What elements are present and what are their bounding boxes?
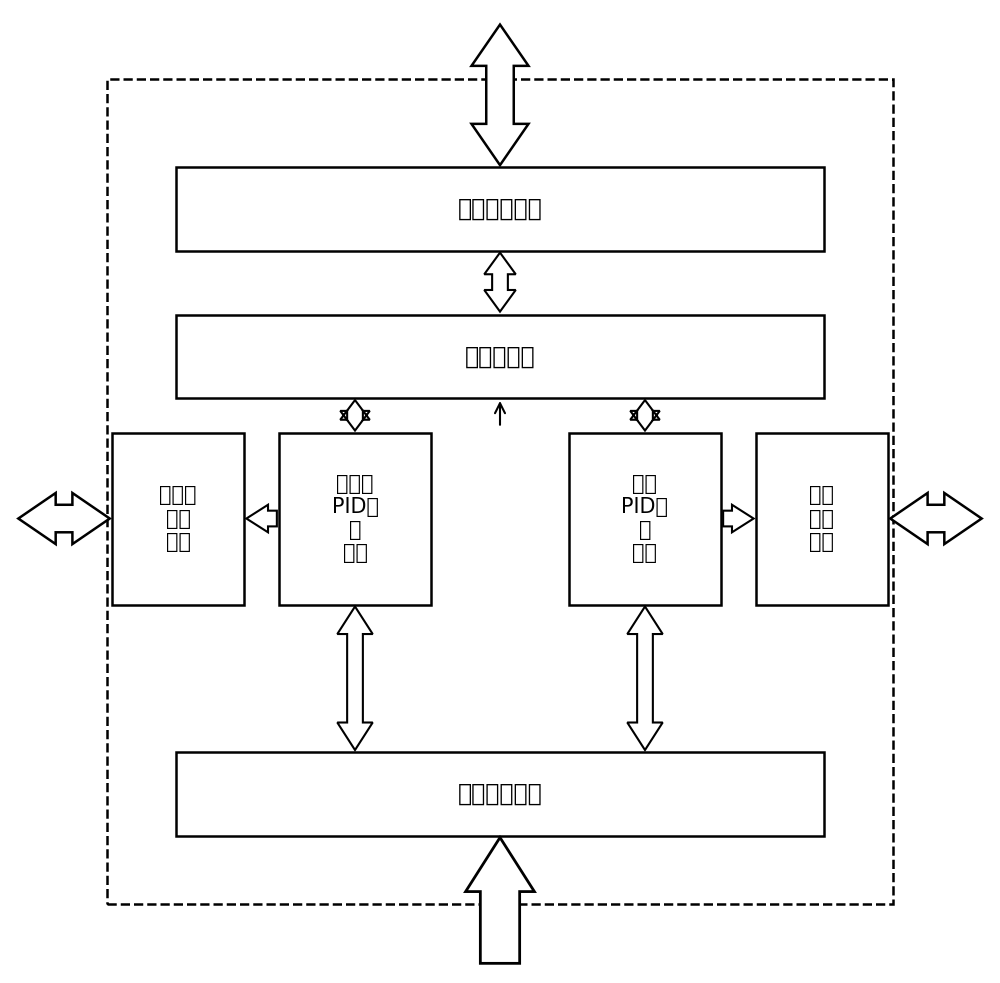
Text: 打印头
加热
模块: 打印头 加热 模块 xyxy=(159,486,197,551)
Bar xyxy=(279,433,431,605)
Bar xyxy=(176,752,824,836)
Polygon shape xyxy=(890,492,982,545)
Text: 寄存器文件: 寄存器文件 xyxy=(465,344,535,369)
Polygon shape xyxy=(246,505,277,533)
Text: 热床
PID运
算
模块: 热床 PID运 算 模块 xyxy=(621,474,668,563)
Text: 温度采集模块: 温度采集模块 xyxy=(458,781,542,806)
Polygon shape xyxy=(337,607,373,750)
Polygon shape xyxy=(630,400,660,431)
Bar xyxy=(756,433,888,605)
Bar xyxy=(176,315,824,398)
Bar xyxy=(112,433,244,605)
Bar xyxy=(107,79,893,904)
Polygon shape xyxy=(723,505,754,533)
Bar xyxy=(569,433,721,605)
Polygon shape xyxy=(627,607,663,750)
Text: 打印头
PID运
算
模块: 打印头 PID运 算 模块 xyxy=(332,474,379,563)
Text: 总线接口模块: 总线接口模块 xyxy=(458,197,542,221)
Text: 热床
加热
模块: 热床 加热 模块 xyxy=(809,486,834,551)
Polygon shape xyxy=(466,838,534,963)
Polygon shape xyxy=(484,253,516,312)
Polygon shape xyxy=(18,492,110,545)
Bar xyxy=(176,167,824,251)
Polygon shape xyxy=(340,400,370,431)
Polygon shape xyxy=(471,25,529,165)
